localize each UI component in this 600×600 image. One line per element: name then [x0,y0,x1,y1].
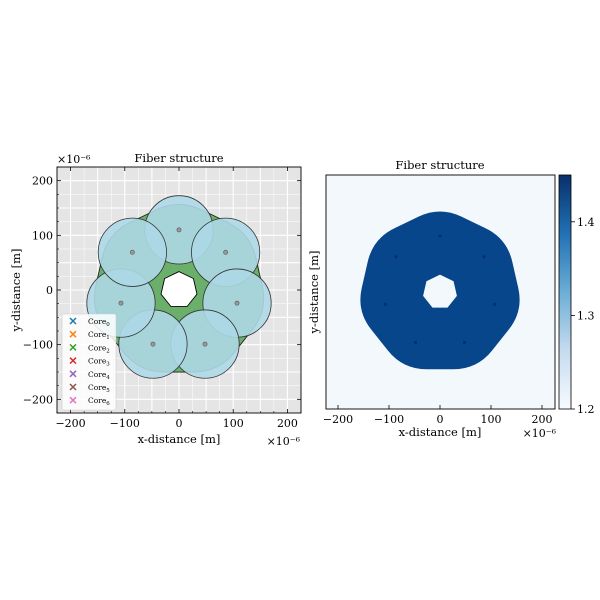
x-tick-label: −100 [110,417,140,430]
y-axis-label-left: y-distance [m] [9,249,23,333]
core-markers-right [383,234,497,344]
core-marker-right [438,234,442,238]
chart-title-left: Fiber structure [134,151,223,165]
ticks-right: −200 −100 0 100 200 [323,405,553,426]
legend-label-subscript: 2 [106,348,110,354]
plot-frame-right [325,174,556,410]
y-multiplier-left: ×10⁻⁶ [57,153,91,166]
legend-label-subscript: 5 [106,388,110,394]
legend-label: Core0 [88,317,110,328]
legend-marker [69,357,77,365]
legend-marker [69,383,77,391]
core-center-marker [118,300,124,306]
x-tick-label: 0 [176,417,183,430]
colorbar-ticks: 1.4 1.3 1.2 [571,216,595,416]
x-tick-label: −100 [374,413,404,426]
y-axis-label-right: y-distance [m] [307,251,321,335]
x-tick-label: 200 [277,417,298,430]
core-center-marker [234,300,240,306]
x-axis-label-right: x-distance [m] [399,425,482,439]
legend-label-subscript: 1 [106,335,110,341]
left-panel: ×10⁻⁶ Fiber structure −200 −100 0 100 200−20… [9,151,302,448]
x-tick-label: −200 [55,417,85,430]
legend-label: Core5 [88,383,110,394]
colorbar-tick-label: 1.3 [577,309,595,322]
fiber-structure-left [86,195,272,379]
heatmap-image [360,211,520,370]
central-hole-right [423,274,457,308]
legend-label-subscript: 3 [106,362,110,368]
legend-label-subscript: 0 [106,322,110,328]
legend-label-subscript: 4 [106,375,110,381]
chart-title-right: Fiber structure [395,158,484,172]
colorbar-tick-label: 1.4 [577,216,595,229]
x-tick-label: 0 [437,413,444,426]
central-hole [160,271,198,308]
y-tick-label: 200 [32,175,53,188]
x-axis-label-left: x-distance [m] [138,432,221,446]
legend-marker [69,317,77,325]
legend-label: Core4 [88,370,110,381]
y-tick-label: 0 [46,284,53,297]
colorbar: 1.4 1.3 1.2 [558,174,595,416]
x-tick-label: −200 [323,413,353,426]
core-center-marker [150,341,156,347]
x-tick-label: 200 [532,413,553,426]
x-tick-label: 100 [223,417,244,430]
core-marker-right [383,302,388,306]
core-center-marker [176,227,182,233]
legend-marker [69,330,77,338]
legend-marker [69,396,77,404]
legend-box [61,313,117,411]
core-center-marker [223,249,229,255]
legend-label-subscript: 6 [106,401,110,407]
colorbar-gradient [558,174,572,410]
legend-label: Core3 [88,357,110,368]
legend-marker [69,370,77,378]
legend: Core0 Core1 Core2 Core3 Core4 Core5 Core6 [61,313,117,411]
core-marker-right [413,340,418,344]
y-tick-label: 100 [32,229,53,242]
y-tick-label: −200 [23,393,53,406]
core-markers [118,227,240,347]
legend-label: Core2 [88,343,110,354]
core-center-marker [129,249,135,255]
x-multiplier-left: ×10⁻⁶ [267,435,301,448]
legend-marker [69,343,77,351]
core-marker-right [394,255,398,259]
x-tick-label: 100 [481,413,502,426]
core-marker-right [462,340,467,344]
x-multiplier-right: ×10⁻⁶ [523,427,557,440]
colorbar-tick-label: 1.2 [577,403,595,416]
core-center-marker [202,341,208,347]
core-marker-right [492,302,497,306]
y-tick-label: −100 [23,339,53,352]
core-marker-right [482,255,486,259]
ticks-left: −200 −100 0 100 200 −200 −100 0 100 200 [23,166,302,430]
legend-label: Core1 [88,330,110,341]
legend-label: Core6 [88,396,110,407]
right-panel: Fiber structure −200 −100 0 100 200 x-distan… [307,158,595,440]
